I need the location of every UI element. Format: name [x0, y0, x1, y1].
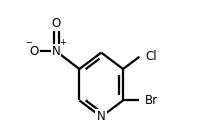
Text: Br: Br — [145, 94, 158, 107]
Text: N: N — [97, 110, 106, 123]
Text: O: O — [30, 45, 39, 58]
Text: N: N — [52, 45, 60, 58]
Text: +: + — [59, 38, 66, 47]
Text: Cl: Cl — [145, 50, 157, 63]
Text: −: − — [25, 38, 32, 47]
Text: O: O — [52, 17, 61, 30]
